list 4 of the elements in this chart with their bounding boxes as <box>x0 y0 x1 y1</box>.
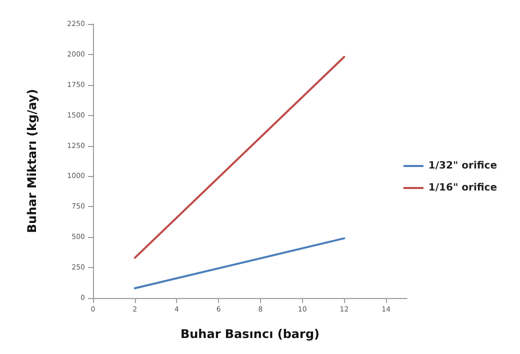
legend-label: 1/32" orifice <box>428 160 498 172</box>
x-axis-title: Buhar Basıncı (barg) <box>180 327 320 341</box>
legend-label: 1/16" orifice <box>428 182 498 194</box>
y-axis-title: Buhar Miktarı (kg/ay) <box>25 89 39 233</box>
